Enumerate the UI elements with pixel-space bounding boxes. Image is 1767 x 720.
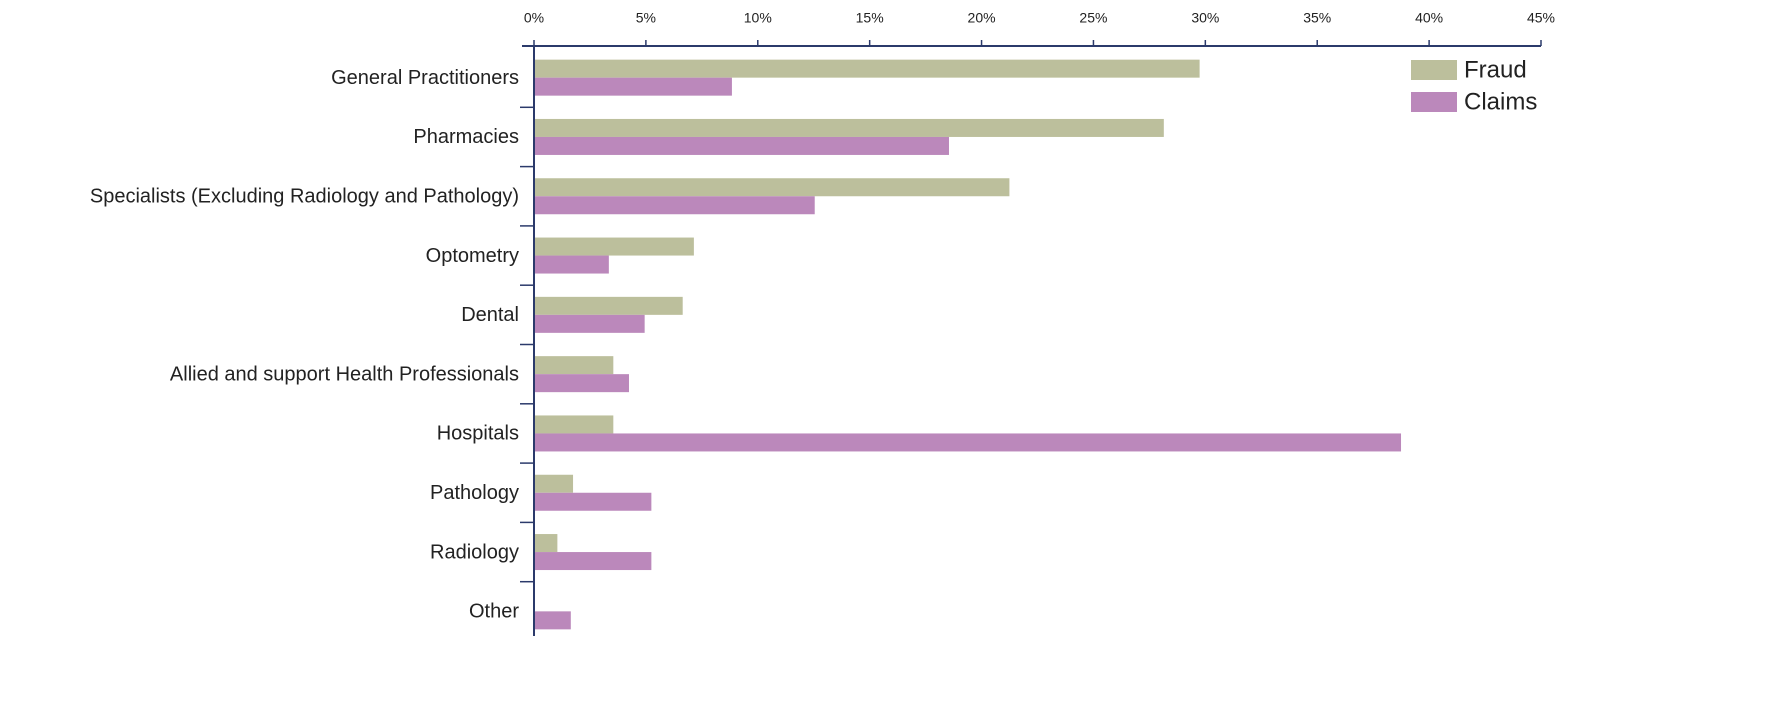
y-tick-label: Hospitals <box>437 423 519 445</box>
x-tick-label: 20% <box>968 10 996 26</box>
bar <box>535 296 683 315</box>
legend-swatch <box>1411 92 1457 112</box>
bar <box>535 77 732 96</box>
x-tick-label: 40% <box>1415 10 1443 26</box>
x-tick-label: 15% <box>856 10 884 26</box>
bar <box>535 136 949 155</box>
y-tick-label: Pharmacies <box>413 126 519 148</box>
bar <box>535 433 1402 452</box>
bar <box>535 59 1200 78</box>
x-tick-label: 0% <box>524 10 544 26</box>
x-tick-label: 10% <box>744 10 772 26</box>
legend-swatch <box>1411 60 1457 80</box>
y-tick-label: General Practitioners <box>331 67 519 89</box>
bar <box>535 255 609 274</box>
y-tick-label: Pathology <box>430 482 519 504</box>
legend-label: Fraud <box>1464 56 1527 83</box>
bar <box>535 415 614 434</box>
bar <box>535 611 571 630</box>
bar <box>535 374 629 393</box>
y-tick-label: Radiology <box>430 541 519 563</box>
x-tick-label: 35% <box>1303 10 1331 26</box>
x-tick-label: 5% <box>636 10 656 26</box>
legend-label: Claims <box>1464 88 1537 115</box>
y-tick-label: Allied and support Health Professionals <box>170 363 519 385</box>
bar <box>535 474 574 493</box>
bar <box>535 356 614 375</box>
y-tick-label: Other <box>469 601 519 623</box>
x-tick-label: 30% <box>1191 10 1219 26</box>
x-tick-label: 45% <box>1527 10 1555 26</box>
x-tick-label: 25% <box>1079 10 1107 26</box>
y-tick-label: Optometry <box>426 245 519 267</box>
bar <box>535 237 694 256</box>
bar <box>535 492 652 511</box>
bar <box>535 118 1164 137</box>
bar <box>535 196 815 215</box>
y-tick-label: Specialists (Excluding Radiology and Pat… <box>90 186 519 208</box>
y-tick-label: Dental <box>461 304 519 326</box>
bar <box>535 552 652 571</box>
bar <box>535 178 1010 197</box>
bar <box>535 534 558 553</box>
bar <box>535 314 645 333</box>
